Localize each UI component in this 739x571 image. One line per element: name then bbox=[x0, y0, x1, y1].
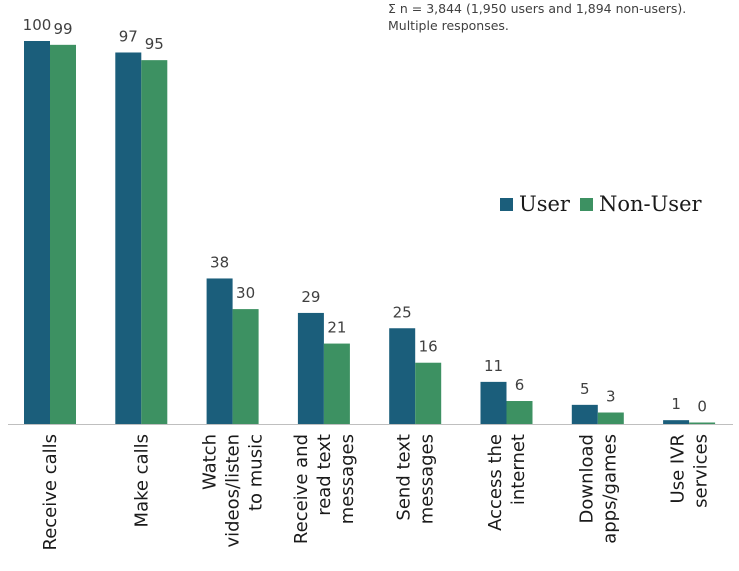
category-label-2-line-0: Watch bbox=[200, 434, 221, 490]
value-label-user-2: 38 bbox=[210, 253, 229, 271]
bar-non-user-7 bbox=[689, 422, 716, 424]
value-label-non-user-0: 99 bbox=[53, 20, 72, 38]
bar-user-4 bbox=[389, 328, 416, 424]
bar-user-1 bbox=[115, 52, 142, 425]
category-label-6-line-1: apps/games bbox=[599, 434, 620, 544]
bar-non-user-6 bbox=[597, 412, 624, 424]
category-label-1-line-0: Make calls bbox=[131, 434, 152, 527]
bar-non-user-1 bbox=[141, 60, 168, 425]
legend-item-non-user: Non-User bbox=[579, 192, 702, 216]
bars-layer bbox=[24, 41, 716, 425]
legend-swatch-non-user bbox=[579, 197, 593, 211]
legend-label-user: User bbox=[519, 192, 570, 216]
category-label-3-line-1: read text bbox=[314, 434, 335, 516]
category-label-5-line-0: Access the bbox=[485, 434, 506, 531]
bar-user-5 bbox=[480, 381, 507, 424]
bar-non-user-2 bbox=[232, 309, 259, 424]
value-label-user-6: 5 bbox=[580, 380, 590, 398]
category-label-4-line-1: messages bbox=[417, 434, 438, 524]
value-label-non-user-3: 21 bbox=[327, 319, 346, 337]
value-label-non-user-5: 6 bbox=[515, 376, 525, 394]
value-label-user-3: 29 bbox=[301, 288, 320, 306]
bar-user-3 bbox=[297, 312, 324, 424]
category-label-3-line-2: messages bbox=[337, 434, 358, 524]
value-label-user-0: 100 bbox=[23, 16, 52, 34]
category-label-7-line-1: services bbox=[691, 434, 712, 508]
legend-item-user: User bbox=[500, 192, 570, 216]
category-label-5-line-1: internet bbox=[508, 434, 529, 505]
value-label-non-user-2: 30 bbox=[236, 284, 255, 302]
category-label-7-line-0: Use IVR bbox=[668, 434, 689, 503]
legend-label-non-user: Non-User bbox=[598, 192, 702, 216]
category-label-4-line-0: Send text bbox=[394, 434, 415, 521]
bar-user-7 bbox=[663, 420, 690, 424]
category-label-6-line-0: Download bbox=[576, 434, 597, 523]
category-labels-layer: Receive calls Make calls Watch videos/liste… bbox=[40, 434, 712, 551]
legend: User Non-User bbox=[500, 192, 712, 216]
value-label-non-user-6: 3 bbox=[606, 388, 616, 406]
value-label-non-user-4: 16 bbox=[419, 338, 438, 356]
value-label-user-4: 25 bbox=[393, 303, 412, 321]
value-label-non-user-7: 0 bbox=[697, 398, 707, 416]
value-label-user-1: 97 bbox=[119, 27, 138, 45]
bar-non-user-4 bbox=[415, 362, 442, 424]
sample-size-note: Σ n = 3,844 (1,950 users and 1,894 non-u… bbox=[388, 1, 687, 33]
value-label-user-5: 11 bbox=[484, 357, 503, 375]
category-label-2-line-2: to music bbox=[246, 434, 267, 511]
bar-non-user-0 bbox=[50, 44, 76, 425]
value-label-user-7: 1 bbox=[671, 395, 681, 413]
category-label-0-line-0: Receive calls bbox=[40, 434, 61, 551]
category-label-2-line-1: videos/listen bbox=[223, 434, 244, 548]
bar-user-6 bbox=[571, 404, 598, 424]
category-label-3-line-0: Receive and bbox=[291, 434, 312, 544]
bar-non-user-3 bbox=[323, 343, 350, 424]
value-label-non-user-1: 95 bbox=[145, 35, 164, 53]
legend-swatch-user bbox=[500, 197, 513, 211]
bar-user-2 bbox=[206, 278, 233, 424]
bar-non-user-5 bbox=[506, 401, 533, 424]
bar-user-0 bbox=[24, 41, 50, 424]
value-labels-layer: 100 99 97 95 38 30 29 21 25 16 11 6 5 3 1 0 bbox=[23, 16, 707, 416]
